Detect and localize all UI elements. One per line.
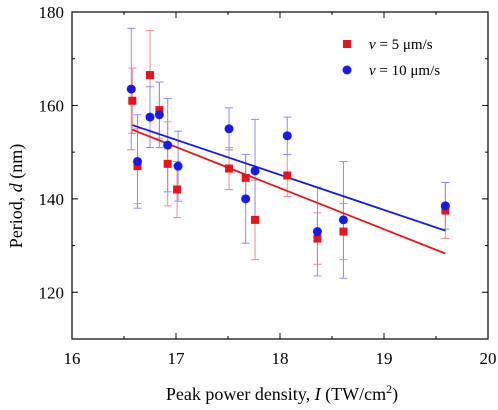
- y-tick-label: 160: [39, 96, 65, 115]
- legend-label-series-2: v = 10 μm/s: [369, 63, 440, 79]
- data-point: [225, 164, 234, 173]
- markers-series-2: [126, 84, 450, 237]
- markers-series-1: [128, 71, 450, 243]
- data-point: [146, 71, 154, 80]
- x-tick-label: 20: [480, 349, 497, 368]
- data-point: [163, 159, 172, 168]
- data-point: [441, 206, 450, 215]
- x-tick-label: 19: [376, 349, 393, 368]
- y-axis-title: Period, d (nm): [6, 144, 27, 249]
- data-point: [133, 162, 142, 171]
- data-point: [224, 124, 234, 134]
- data-point: [338, 215, 348, 225]
- data-point: [145, 112, 155, 122]
- fit-line-series-1: [131, 128, 446, 255]
- data-point: [283, 171, 292, 180]
- data-point: [312, 227, 322, 237]
- data-point: [173, 161, 183, 171]
- data-point: [241, 173, 250, 182]
- legend-label-series-1: v = 5 μm/s: [369, 37, 433, 53]
- data-point: [173, 185, 182, 194]
- data-point: [313, 234, 322, 243]
- plot-area: [126, 27, 450, 279]
- x-tick-label: 18: [272, 349, 289, 368]
- data-point: [251, 215, 260, 224]
- y-tick-label: 140: [39, 190, 65, 209]
- data-point: [126, 84, 136, 94]
- data-point: [154, 110, 164, 120]
- data-point: [282, 131, 292, 141]
- legend-marker-series-2: [342, 65, 352, 75]
- legend-marker-series-1: [343, 40, 351, 48]
- data-point: [155, 106, 164, 115]
- data-point: [163, 140, 173, 150]
- x-tick-label: 17: [168, 349, 186, 368]
- data-point: [250, 166, 260, 176]
- data-point: [128, 96, 137, 105]
- legend: v = 5 μm/s v = 10 μm/s: [342, 37, 440, 79]
- x-tick-label: 16: [64, 349, 81, 368]
- data-point: [339, 227, 348, 236]
- x-axis-title: Peak power density, I (TW/cm2): [166, 382, 398, 405]
- axis-ticks: 16 17 18 19 20 120 140 160 180: [39, 3, 497, 368]
- data-point: [133, 156, 143, 166]
- data-point: [241, 194, 251, 204]
- y-tick-label: 180: [39, 3, 65, 22]
- data-point: [440, 201, 450, 211]
- y-tick-label: 120: [39, 283, 65, 302]
